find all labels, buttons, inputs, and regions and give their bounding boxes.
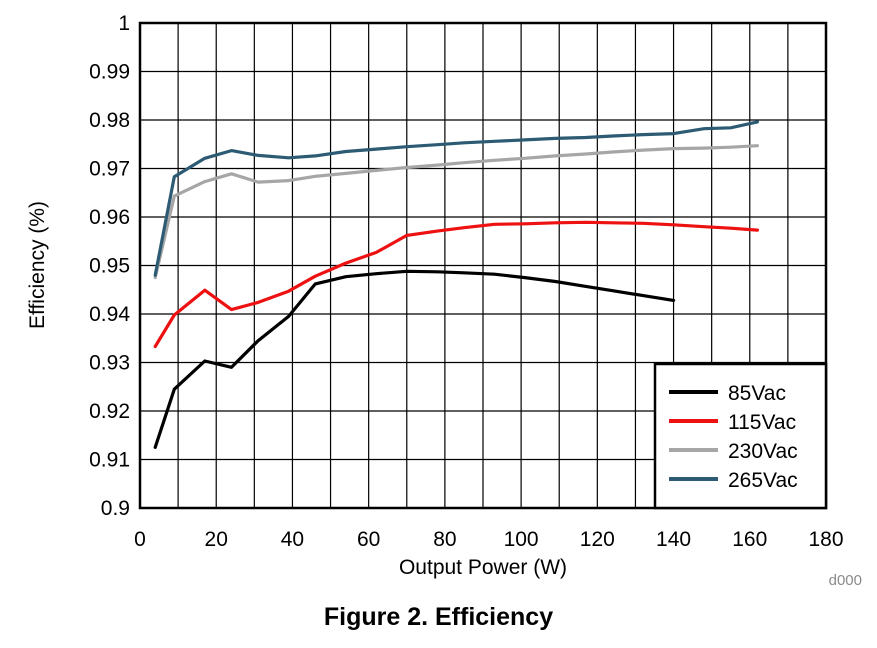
series-line-230vac	[153, 144, 760, 280]
legend-label-85vac: 85Vac	[728, 382, 786, 405]
legend-label-230vac: 230Vac	[728, 440, 798, 463]
x-tick-label: 160	[732, 528, 767, 551]
x-tick-label: 60	[357, 528, 380, 551]
efficiency-chart: 0.9 0.91 0.92 0.93 0.94 0.95 0.96 0.97 0.98 0.99 1…	[26, 12, 862, 589]
y-tick-label: 0.97	[89, 158, 130, 181]
y-tick-label: 1	[118, 12, 130, 35]
x-axis-label: Output Power (W)	[399, 556, 567, 579]
series-line-265vac	[153, 120, 760, 277]
legend: 85Vac 115Vac 230Vac 265Vac	[653, 362, 828, 510]
figure-caption: Figure 2. Efficiency	[323, 603, 554, 631]
series-line-115vac	[153, 220, 760, 349]
x-tick-label: 120	[580, 528, 615, 551]
y-tick-label: 0.91	[89, 449, 130, 472]
series-line-85vac	[153, 269, 676, 449]
y-tick-label: 0.92	[89, 400, 130, 423]
y-tick-label: 0.95	[89, 255, 130, 278]
x-tick-label: 80	[433, 528, 456, 551]
plot-frame	[138, 21, 828, 510]
x-tick-label: 180	[808, 528, 843, 551]
y-axis-label: Efficiency (%)	[26, 201, 49, 329]
y-tick-label: 0.99	[89, 61, 130, 84]
y-tick-labels: 0.9 0.91 0.92 0.93 0.94 0.95 0.96 0.97 0.98 0.99 1	[89, 12, 130, 520]
series-layer	[153, 120, 760, 449]
y-tick-label: 0.96	[89, 206, 130, 229]
y-tick-label: 0.94	[89, 303, 130, 326]
legend-box	[653, 362, 828, 510]
figure-code: d000	[829, 572, 862, 589]
x-tick-label: 100	[504, 528, 539, 551]
y-tick-label: 0.9	[101, 497, 130, 520]
y-tick-label: 0.93	[89, 352, 130, 375]
y-tick-label: 0.98	[89, 109, 130, 132]
x-tick-labels: 0 20 40 60 80 100 120 140 160 180	[134, 528, 843, 551]
x-tick-label: 40	[281, 528, 304, 551]
x-tick-label: 140	[656, 528, 691, 551]
legend-label-115vac: 115Vac	[728, 411, 796, 434]
x-tick-label: 0	[134, 528, 146, 551]
x-tick-label: 20	[205, 528, 228, 551]
legend-label-265vac: 265Vac	[728, 469, 798, 492]
